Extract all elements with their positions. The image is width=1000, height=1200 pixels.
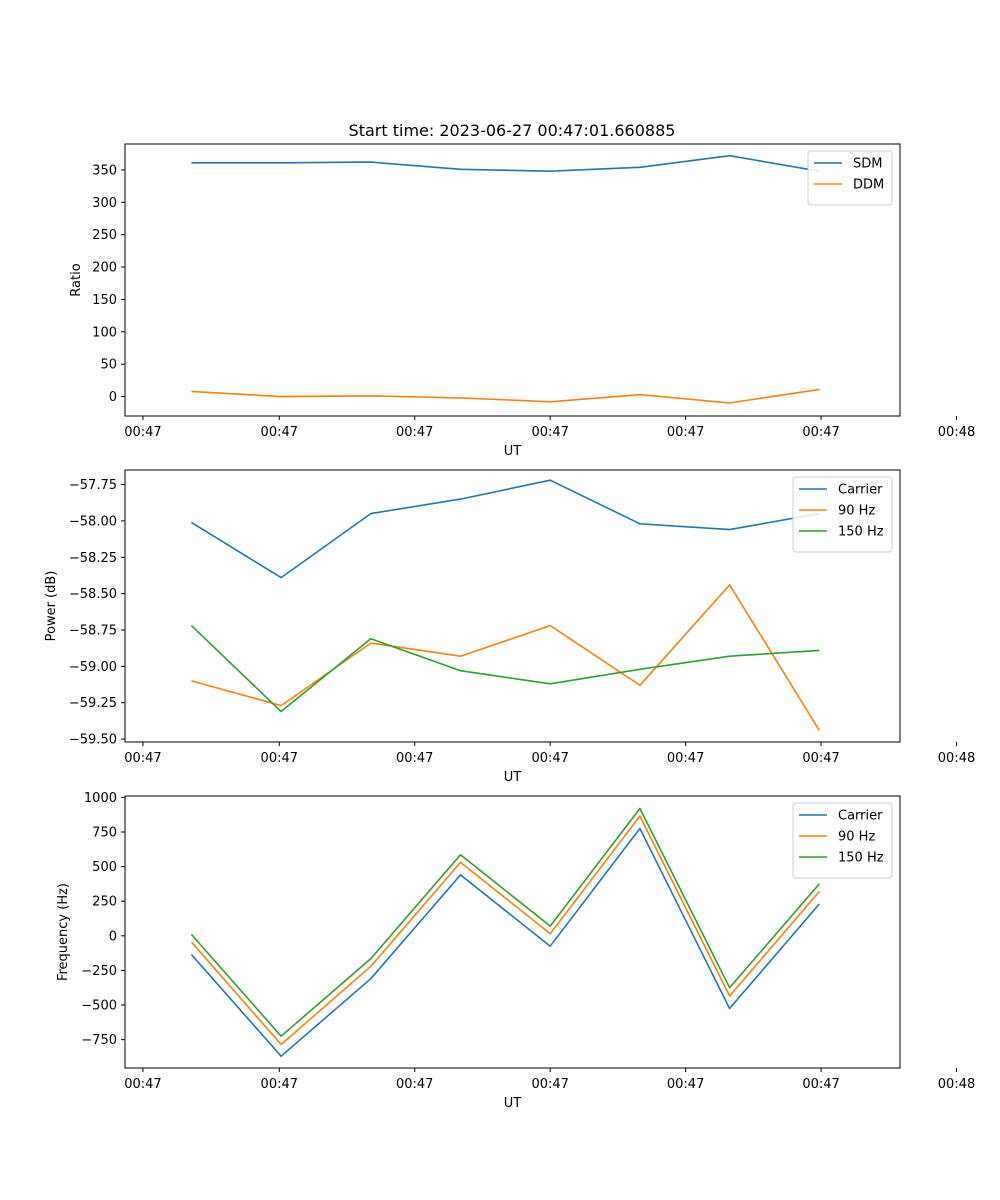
y-tick-label: 500: [92, 860, 117, 875]
legend-box: [792, 476, 893, 553]
x-tick-label: 00:47: [531, 425, 568, 440]
x-tick-label: 00:47: [261, 1077, 298, 1092]
x-tick-label: 00:47: [124, 751, 161, 766]
y-tick-label: −750: [81, 1033, 117, 1048]
y-tick-label: 250: [92, 228, 117, 243]
x-tick-label: 00:47: [802, 751, 839, 766]
y-axis-label: Frequency (Hz): [56, 883, 71, 981]
plot-frame: [124, 469, 901, 743]
x-tick-label: 00:47: [667, 425, 704, 440]
y-tick-label: 200: [92, 261, 117, 276]
series-line-sdm: [191, 154, 820, 172]
legend-label: SDM: [853, 157, 882, 172]
legend-label: Carrier: [838, 809, 883, 824]
x-tick-label: 00:47: [261, 425, 298, 440]
y-tick-label: −250: [81, 964, 117, 979]
x-tick-label: 00:47: [802, 425, 839, 440]
x-tick-label: 00:48: [938, 751, 975, 766]
x-tick-label: 00:47: [667, 751, 704, 766]
legend-label: 90 Hz: [838, 830, 875, 845]
x-tick-label: 00:47: [124, 1077, 161, 1092]
y-tick-label: −58.50: [69, 587, 117, 602]
y-tick-label: 350: [92, 163, 117, 178]
legend: SDM DDM: [807, 150, 893, 206]
y-tick-label: −59.25: [69, 696, 117, 711]
series-line-ddm: [191, 388, 820, 404]
legend-label: DDM: [853, 178, 884, 193]
plot-frame: [124, 143, 901, 417]
x-tick-label: 00:47: [667, 1077, 704, 1092]
y-tick-label: −58.00: [69, 514, 117, 529]
y-tick-label: 1000: [84, 791, 117, 806]
x-tick-label: 00:47: [261, 751, 298, 766]
x-tick-label: 00:48: [938, 425, 975, 440]
y-tick-label: 250: [92, 895, 117, 910]
y-tick-label: 150: [92, 293, 117, 308]
x-tick-label: 00:47: [396, 425, 433, 440]
legend-label: 150 Hz: [838, 525, 884, 540]
series-line-150-hz: [190, 807, 820, 1037]
y-tick-label: 100: [92, 325, 117, 340]
chart-panel-1: 00:47 00:47 00:47 00:47 00:47 00:47 00:48 0 50 10…: [69, 143, 975, 459]
legend-label: 150 Hz: [838, 851, 884, 866]
x-tick-label: 00:47: [396, 1077, 433, 1092]
legend: Carrier 90 Hz 150 Hz: [792, 802, 893, 879]
legend-box: [792, 802, 893, 879]
y-axis-label: Ratio: [69, 263, 84, 296]
x-tick-label: 00:47: [802, 1077, 839, 1092]
x-tick-label: 00:47: [396, 751, 433, 766]
series-line-carrier: [190, 479, 820, 579]
x-tick-label: 00:47: [531, 751, 568, 766]
legend: Carrier 90 Hz 150 Hz: [792, 476, 893, 553]
y-tick-label: −57.75: [69, 478, 117, 493]
x-tick-label: 00:48: [938, 1077, 975, 1092]
y-axis-label: Power (dB): [44, 571, 59, 642]
series-line-90-hz: [190, 815, 820, 1046]
y-tick-label: 50: [100, 358, 117, 373]
chart-panel-2: 00:47 00:47 00:47 00:47 00:47 00:47 00:48 −59.5…: [44, 469, 975, 785]
y-tick-label: 300: [92, 196, 117, 211]
y-tick-label: −59.00: [69, 660, 117, 675]
y-tick-label: −58.75: [69, 624, 117, 639]
y-tick-label: −59.50: [69, 733, 117, 748]
chart-title: Start time: 2023-06-27 00:47:01.660885: [349, 121, 676, 140]
x-axis-label: UT: [504, 444, 522, 459]
series-line-carrier: [190, 827, 820, 1057]
x-tick-label: 00:47: [531, 1077, 568, 1092]
plot-frame: [124, 795, 901, 1069]
series-line-150-hz: [190, 625, 820, 713]
x-axis-label: UT: [504, 770, 522, 785]
series-line-90-hz: [191, 584, 820, 731]
y-tick-label: −500: [81, 999, 117, 1014]
y-tick-label: −58.25: [69, 551, 117, 566]
legend-label: Carrier: [838, 483, 883, 498]
y-tick-label: 0: [109, 929, 117, 944]
y-tick-label: 750: [92, 825, 117, 840]
legend-label: 90 Hz: [838, 504, 875, 519]
legend-box: [807, 150, 893, 206]
x-axis-label: UT: [504, 1096, 522, 1111]
y-tick-label: 0: [109, 390, 117, 405]
chart-panel-3: 00:47 00:47 00:47 00:47 00:47 00:47 00:48 −750 −…: [56, 791, 975, 1111]
x-tick-label: 00:47: [124, 425, 161, 440]
